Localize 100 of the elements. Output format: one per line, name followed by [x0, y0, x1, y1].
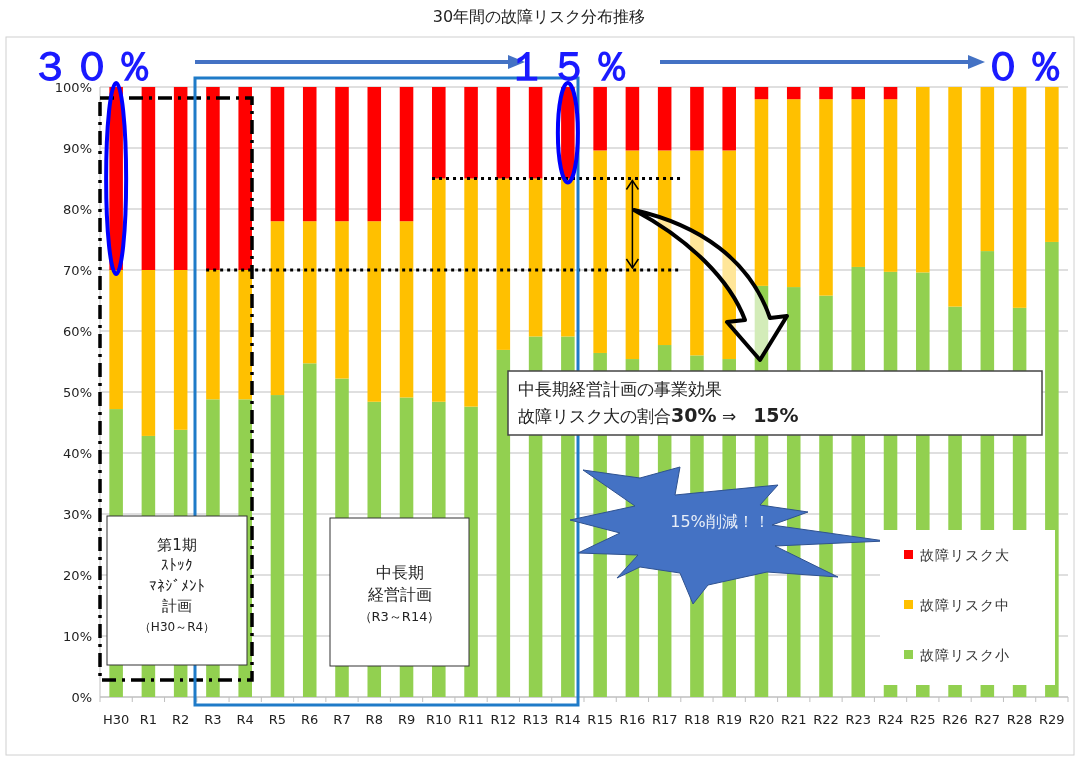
y-tick-label: 10%: [63, 629, 92, 644]
x-tick-label: R13: [522, 712, 549, 727]
x-tick-label: R18: [684, 712, 710, 727]
annotation: ０％: [983, 43, 1067, 89]
bar: [722, 150, 736, 360]
y-tick-label: 40%: [63, 446, 92, 461]
bar: [399, 221, 414, 398]
bar: [496, 349, 511, 697]
x-tick-label: R21: [780, 712, 807, 727]
bar: [173, 270, 188, 430]
bar: [819, 99, 833, 296]
bar: [657, 150, 672, 346]
bar: [1012, 87, 1027, 308]
bar: [270, 87, 285, 222]
bar: [496, 87, 511, 179]
x-tick-label: R20: [748, 712, 775, 727]
bar: [722, 87, 736, 151]
y-tick-label: 0%: [71, 690, 92, 705]
bar: [593, 150, 607, 353]
bar: [302, 221, 317, 364]
annotation: １５％: [507, 43, 633, 89]
bar: [173, 87, 188, 270]
annotation: 経営計画: [366, 584, 432, 604]
bar: [851, 99, 866, 267]
bar: [528, 178, 543, 337]
y-tick-label: 60%: [63, 324, 92, 339]
bar: [432, 178, 446, 402]
bar: [948, 87, 962, 307]
x-tick-label: R26: [942, 712, 968, 727]
x-tick-label: R2: [172, 712, 190, 727]
annotation: 中長期: [375, 563, 424, 582]
bar: [625, 150, 640, 360]
bar: [302, 87, 317, 222]
x-tick-label: R6: [301, 712, 319, 727]
annotation: 中長期経営計画の事業効果: [518, 379, 722, 399]
x-tick-label: R12: [490, 712, 517, 727]
chart-title: 30年間の故障リスク分布推移: [432, 7, 646, 26]
x-tick-label: R27: [974, 712, 1001, 727]
bar: [1045, 87, 1059, 242]
bar: [883, 87, 898, 100]
bar: [883, 99, 898, 272]
x-tick-label: R14: [555, 712, 581, 727]
annotation: 計画: [162, 596, 192, 615]
annotation: （H30～R4）: [138, 620, 216, 634]
x-tick-label: R10: [426, 712, 452, 727]
bar: [141, 87, 156, 270]
bar: [690, 87, 704, 151]
y-tick-label: 70%: [63, 263, 92, 278]
bar: [335, 221, 349, 379]
bar: [786, 87, 801, 100]
bar: [851, 87, 866, 100]
legend-label: 故障リスク小: [920, 647, 1010, 663]
x-tick-label: R24: [877, 712, 904, 727]
y-tick-label: 90%: [63, 141, 92, 156]
bar: [625, 87, 640, 151]
bar: [335, 87, 349, 222]
x-tick-label: H30: [102, 712, 130, 727]
x-tick-label: R15: [587, 712, 613, 727]
annotation: 15%削減！！: [670, 512, 770, 531]
bar: [496, 178, 511, 350]
legend-label: 故障リスク中: [920, 597, 1010, 613]
bar: [528, 87, 543, 179]
x-tick-label: R25: [910, 712, 936, 727]
bar: [432, 87, 446, 179]
bar: [916, 87, 930, 273]
x-tick-label: R4: [236, 712, 254, 727]
annotation: （R3～R14）: [358, 609, 441, 625]
y-tick-label: 30%: [63, 507, 92, 522]
legend-label: 故障リスク大: [920, 547, 1010, 563]
annotation: ｽﾄｯｸ: [161, 556, 193, 575]
x-tick-label: R3: [204, 712, 222, 727]
x-tick-label: R8: [365, 712, 383, 727]
x-tick-label: R5: [268, 712, 287, 727]
bar: [206, 270, 220, 400]
y-tick-label: 50%: [63, 385, 92, 400]
bar: [593, 87, 607, 151]
bar: [754, 87, 769, 100]
x-tick-label: R11: [458, 712, 484, 727]
bar: [786, 99, 801, 288]
y-tick-label: 20%: [63, 568, 92, 583]
x-tick-label: R22: [813, 712, 839, 727]
bar: [657, 87, 672, 151]
bar: [367, 87, 382, 222]
x-tick-label: R29: [1039, 712, 1065, 727]
x-tick-label: R1: [139, 712, 158, 727]
x-tick-label: R16: [619, 712, 646, 727]
x-tick-label: R28: [1006, 712, 1033, 727]
bar: [141, 270, 156, 436]
annotation: ﾏﾈｼﾞﾒﾝﾄ: [149, 576, 205, 595]
y-tick-label: 100%: [54, 80, 92, 95]
x-tick-label: R19: [716, 712, 742, 727]
bar: [270, 395, 285, 697]
bar: [238, 87, 252, 270]
bar: [754, 99, 769, 286]
bar: [464, 87, 478, 179]
bar: [690, 150, 704, 356]
bar: [819, 87, 833, 100]
bar: [206, 87, 220, 270]
x-tick-label: R9: [397, 712, 416, 727]
x-tick-label: R7: [333, 712, 351, 727]
